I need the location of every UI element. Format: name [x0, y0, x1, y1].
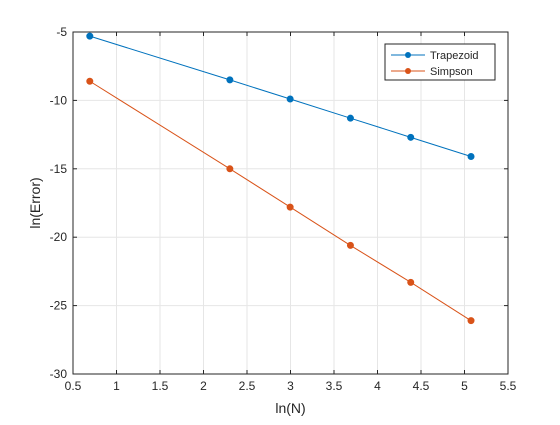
y-tick-label: -5 — [56, 25, 67, 39]
y-axis-label: ln(Error) — [27, 177, 43, 228]
legend-label-trapezoid: Trapezoid — [430, 50, 479, 62]
y-tick-label: -15 — [50, 162, 68, 176]
series-line-simpson — [89, 80, 472, 322]
grid — [72, 31, 509, 375]
legend-box — [384, 43, 496, 81]
data-point-simpson — [286, 203, 294, 211]
x-tick-label: 0.5 — [65, 379, 82, 393]
y-tick-label: -20 — [50, 230, 68, 244]
data-point-trapezoid — [226, 76, 234, 84]
data-point-trapezoid — [86, 32, 94, 40]
x-tick-label: 1 — [113, 379, 120, 393]
legend-entries: Trapezoid Simpson — [391, 50, 479, 78]
series-line-trapezoid — [89, 35, 472, 157]
y-tick-label: -30 — [50, 367, 68, 381]
axis-ticks: 0.5 1 1.5 2 2.5 3 3.5 4 4.5 5 5.5 -30 -25 -20 -15 -10 -5 — [50, 25, 517, 393]
legend-label-simpson: Simpson — [430, 66, 473, 78]
data-point-trapezoid — [286, 95, 294, 103]
data-point-trapezoid — [407, 133, 415, 141]
x-tick-label: 4 — [374, 379, 381, 393]
data-point-simpson — [226, 165, 234, 173]
data-point-simpson — [407, 278, 415, 286]
data-point-simpson — [346, 241, 354, 249]
x-tick-label: 3.5 — [326, 379, 343, 393]
x-tick-label: 2 — [200, 379, 207, 393]
x-axis-label: ln(N) — [275, 400, 305, 416]
legend-swatch-marker — [405, 52, 411, 58]
data-point-trapezoid — [467, 152, 475, 160]
x-tick-label: 5 — [461, 379, 468, 393]
legend-swatch-marker — [405, 68, 411, 74]
legend: Trapezoid Simpson — [384, 43, 496, 81]
data-point-trapezoid — [346, 114, 354, 122]
x-tick-label: 4.5 — [413, 379, 430, 393]
x-tick-label: 1.5 — [152, 379, 169, 393]
series-group — [86, 32, 475, 325]
y-tick-label: -10 — [50, 93, 68, 107]
x-tick-label: 2.5 — [239, 379, 256, 393]
data-point-simpson — [86, 77, 94, 85]
data-point-simpson — [467, 317, 475, 325]
y-tick-label: -25 — [50, 299, 68, 313]
x-tick-label: 3 — [287, 379, 294, 393]
x-tick-label: 5.5 — [500, 379, 517, 393]
